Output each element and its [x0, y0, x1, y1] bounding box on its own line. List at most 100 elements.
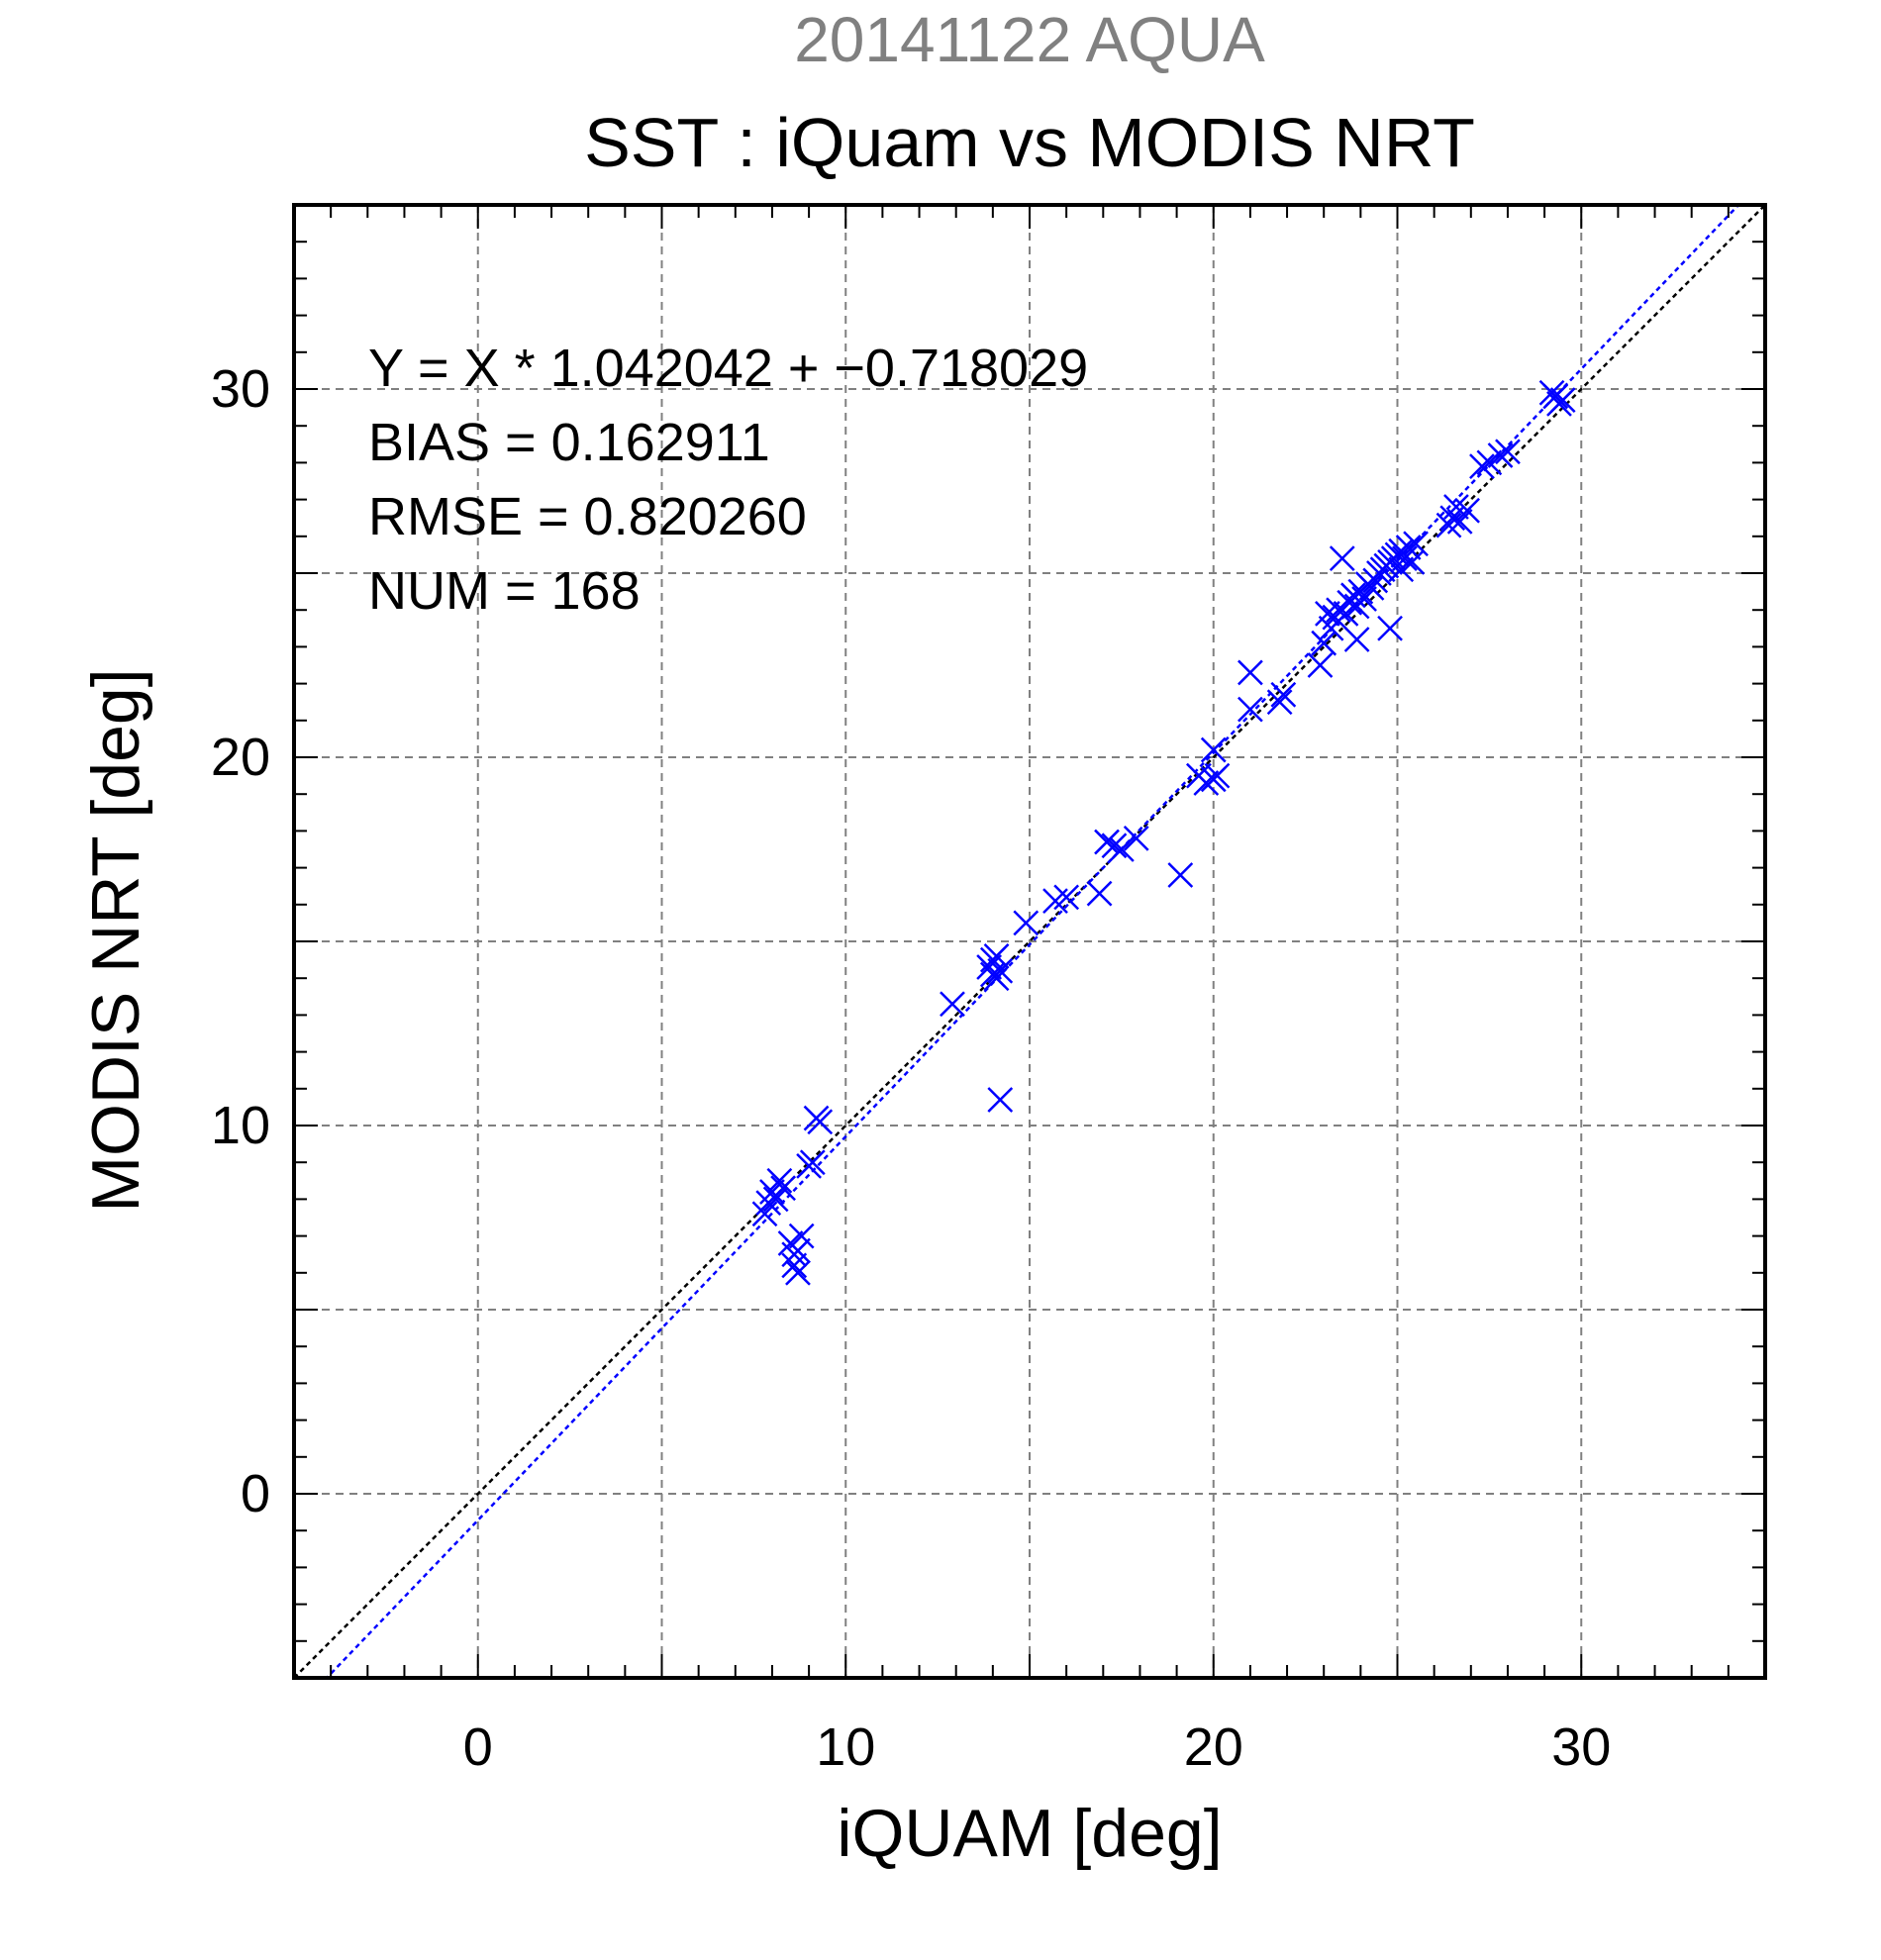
data-point-stroke: [1487, 442, 1514, 468]
data-point-stroke: [1108, 836, 1135, 862]
data-point: [1270, 681, 1297, 708]
data-point: [1307, 652, 1334, 678]
data-point: [1395, 535, 1422, 560]
chart-title: SST : iQuam vs MODIS NRT: [584, 104, 1475, 181]
data-point: [1266, 689, 1293, 716]
data-points: [751, 379, 1576, 1286]
data-point: [1388, 556, 1415, 583]
data-point: [1549, 387, 1576, 414]
data-point: [803, 1105, 830, 1131]
y-tick-label: 30: [211, 359, 270, 419]
y-axis-label: MODIS NRT [deg]: [78, 668, 153, 1212]
plot-frame: [292, 203, 1767, 1680]
x-tick-label: 30: [1551, 1717, 1611, 1777]
data-point-stroke: [1454, 497, 1480, 524]
data-point: [1311, 630, 1337, 656]
data-point-stroke: [979, 961, 1006, 988]
data-point-stroke: [1270, 681, 1297, 708]
data-point: [1053, 884, 1080, 911]
data-point: [1469, 453, 1495, 480]
data-point-stroke: [1307, 652, 1334, 678]
fit-line-group: [325, 205, 1740, 1678]
data-point: [1123, 825, 1149, 851]
x-tick-label: 10: [816, 1717, 875, 1777]
data-point-stroke: [1446, 509, 1473, 535]
y-tick-label: 20: [211, 728, 270, 787]
data-point: [1446, 509, 1473, 535]
data-point-stroke: [1315, 601, 1340, 627]
data-point: [1167, 862, 1194, 888]
data-point: [788, 1223, 815, 1249]
fit-line: [325, 205, 1740, 1678]
data-point-stroke: [1549, 387, 1576, 414]
data-point-stroke: [1193, 770, 1220, 796]
data-point: [1487, 442, 1514, 468]
data-point-stroke: [766, 1167, 793, 1194]
data-point-stroke: [983, 942, 1010, 969]
data-point-stroke: [1443, 494, 1469, 520]
data-point: [1238, 659, 1263, 686]
data-point-stroke: [1013, 910, 1040, 936]
num-stat: NUM = 168: [368, 561, 641, 621]
data-point-stroke: [1395, 535, 1422, 560]
data-point: [1454, 497, 1480, 524]
data-point-stroke: [1167, 862, 1194, 888]
data-point-stroke: [1469, 453, 1495, 480]
data-point: [1495, 439, 1521, 465]
data-point-stroke: [1343, 627, 1370, 652]
data-point: [781, 1252, 808, 1279]
data-point: [770, 1175, 796, 1202]
data-point: [1476, 449, 1503, 476]
data-point-stroke: [1362, 567, 1389, 594]
data-point: [1204, 762, 1231, 789]
data-point: [1358, 574, 1385, 601]
x-tick-label: 20: [1184, 1717, 1243, 1777]
data-point-stroke: [1101, 833, 1128, 859]
bias-stat: BIAS = 0.162911: [368, 413, 770, 472]
data-point: [1538, 379, 1565, 406]
data-point-stroke: [1358, 574, 1385, 601]
data-point: [987, 1087, 1014, 1113]
data-point: [1200, 736, 1227, 763]
data-point-stroke: [987, 957, 1014, 984]
data-point-stroke: [987, 1087, 1014, 1113]
data-point: [785, 1237, 811, 1264]
data-point: [785, 1259, 811, 1286]
data-point-stroke: [770, 1175, 796, 1202]
x-tick-label: 0: [463, 1717, 493, 1777]
data-point-stroke: [1238, 659, 1263, 686]
data-point-stroke: [1340, 582, 1366, 609]
data-point: [1351, 586, 1377, 612]
data-point: [979, 961, 1006, 988]
y-tick-label: 0: [241, 1464, 270, 1523]
data-point: [1343, 627, 1370, 652]
data-point-stroke: [940, 991, 965, 1018]
axis-ticks: [293, 204, 1766, 1679]
data-point: [1094, 829, 1120, 855]
data-point: [1013, 910, 1040, 936]
data-point-stroke: [1399, 548, 1426, 575]
data-point-stroke: [803, 1105, 830, 1131]
data-point-stroke: [1388, 556, 1415, 583]
data-point-stroke: [1538, 379, 1565, 406]
data-point: [1315, 601, 1340, 627]
data-point-stroke: [1053, 884, 1080, 911]
data-point-stroke: [1238, 696, 1263, 723]
x-tick-labels: 0 10 20 30: [463, 1717, 1612, 1777]
data-point: [1086, 880, 1113, 907]
stats-box: Y = X * 1.042042 + −0.718029 BIAS = 0.16…: [368, 339, 1088, 621]
data-point: [799, 1149, 826, 1176]
data-point: [940, 991, 965, 1018]
data-point: [1238, 696, 1263, 723]
data-point: [1403, 531, 1429, 557]
data-point-stroke: [1123, 825, 1149, 851]
data-point-stroke: [1200, 736, 1227, 763]
data-point-stroke: [1311, 630, 1337, 656]
data-point-stroke: [785, 1237, 811, 1264]
data-point-stroke: [1351, 586, 1377, 612]
y-tick-label: 10: [211, 1096, 270, 1155]
rmse-stat: RMSE = 0.820260: [368, 487, 807, 546]
fit-equation: Y = X * 1.042042 + −0.718029: [368, 339, 1088, 398]
data-point-stroke: [1495, 439, 1521, 465]
